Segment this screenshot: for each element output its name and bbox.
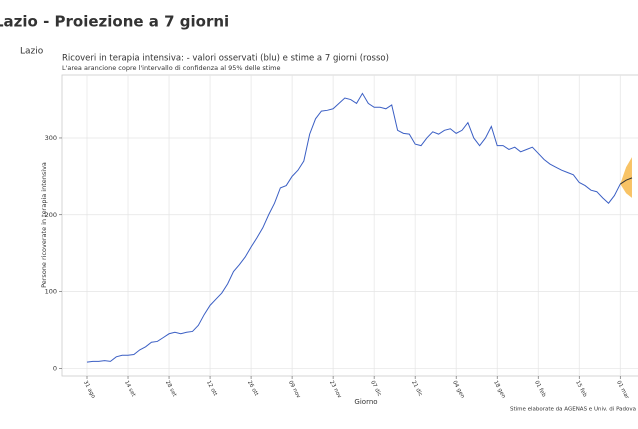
y-tick-label: 100: [45, 288, 57, 296]
x-tick-label: 12 ott: [205, 380, 218, 398]
plot-panel: [61, 74, 638, 377]
page-title: Lazio - Proiezione a 7 giorni: [0, 13, 229, 31]
x-tick-label: 04 gen: [451, 380, 466, 400]
x-tick-label: 18 gen: [492, 380, 507, 400]
y-tick-label: 200: [45, 211, 57, 219]
chart-title: Ricoveri in terapia intensiva: - valori …: [62, 54, 389, 64]
data-line: [86, 92, 621, 363]
x-tick-label: 09 nov: [287, 380, 301, 400]
x-tick-label: 31 ago: [82, 380, 97, 400]
y-axis-label: Persone ricoverate in terapia intensiva: [40, 162, 48, 288]
x-tick-label: 15 feb: [574, 380, 588, 399]
x-tick-label: 21 dic: [410, 380, 423, 398]
x-tick-label: 28 set: [164, 380, 178, 399]
x-tick-label: 23 nov: [328, 380, 342, 400]
y-tick-label: 300: [45, 134, 57, 142]
x-axis-label: Giorno: [354, 398, 377, 406]
x-tick-label: 14 set: [123, 380, 137, 399]
x-tick-label: 07 dic: [369, 380, 382, 398]
y-tick-label: 0: [53, 364, 57, 372]
x-tick-label: 26 ott: [246, 380, 259, 398]
chart-subtitle: L'area arancione copre l'intervallo di c…: [62, 64, 280, 72]
confidence-band: [620, 157, 632, 198]
x-tick-label: 01 feb: [533, 380, 547, 399]
data-line: [619, 177, 633, 185]
panel-label: Lazio: [20, 47, 44, 57]
x-tick-label: 01 mar: [615, 380, 630, 401]
caption: Stime elaborate da AGENAS e Univ. di Pad…: [510, 407, 636, 413]
